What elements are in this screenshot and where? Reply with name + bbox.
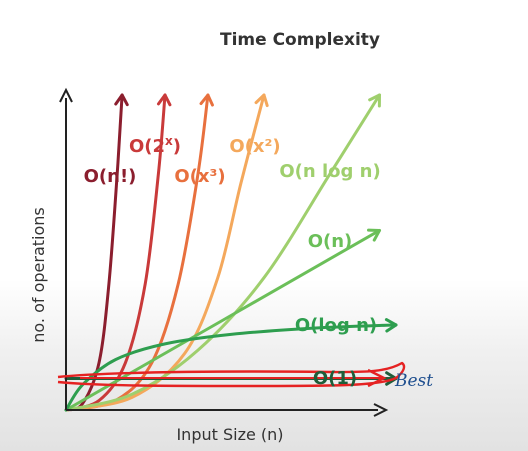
best-highlight-arrowhead	[367, 368, 387, 388]
series-label-o-2-x: O(2x)	[129, 134, 181, 157]
series-arrowhead-o-n	[114, 93, 129, 107]
series-arrowhead-o-n-log-n	[368, 93, 381, 108]
series-arrowhead-o-n	[367, 228, 381, 242]
series-arrowhead-o-x	[254, 93, 269, 108]
series-label-o-1: O(1)	[313, 368, 357, 389]
x-axis-label: Input Size (n)	[176, 425, 283, 444]
series-label-o-n: O(n)	[308, 231, 353, 252]
series-layer	[64, 93, 398, 412]
series-arrowhead-o-2-x	[156, 93, 172, 107]
best-highlight-stroke	[57, 361, 406, 388]
best-annotation: Best	[394, 371, 433, 391]
series-line-o-n	[64, 228, 381, 412]
series-line-o-n-log-n	[64, 93, 381, 412]
series-arrowhead-o-x	[199, 93, 214, 107]
series-label-o-log-n: O(log n)	[295, 315, 377, 336]
y-axis-arrow	[59, 87, 73, 103]
y-axis-label: no. of operations	[29, 207, 48, 342]
series-line-o-x	[64, 93, 266, 412]
series-arrowhead-o-log-n	[384, 318, 398, 333]
axes	[59, 87, 389, 417]
label-layer: O(n!) O(2x) O(x³)O(x²) O(n log n) O(n) O(log …	[84, 134, 381, 389]
x-axis-arrow	[373, 403, 389, 417]
series-label-o-n-log-n: O(n log n)	[279, 161, 380, 182]
chart-title: Time Complexity	[220, 30, 380, 50]
series-line-o-2-x	[64, 93, 167, 412]
series-label-o-x: O(x³)	[174, 166, 225, 187]
series-label-o-x: O(x²)	[229, 136, 280, 157]
series-line-o-n	[64, 93, 124, 412]
best-highlight	[57, 361, 406, 388]
series-label-o-n: O(n!)	[84, 166, 137, 187]
